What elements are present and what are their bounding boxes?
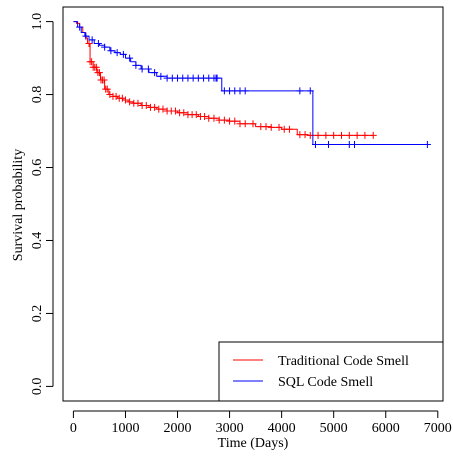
censor-mark-sql-code-smell xyxy=(351,141,359,149)
censor-mark-traditional-code-smell xyxy=(159,105,167,113)
censor-mark-traditional-code-smell xyxy=(118,94,126,102)
legend-box xyxy=(218,341,444,402)
censor-mark-sql-code-smell xyxy=(311,141,319,149)
censor-mark-traditional-code-smell xyxy=(142,102,150,109)
censor-mark-traditional-code-smell xyxy=(210,114,218,122)
censor-mark-sql-code-smell xyxy=(151,69,159,77)
censor-mark-traditional-code-smell xyxy=(134,99,142,107)
x-tick-label: 3000 xyxy=(216,421,244,436)
y-tick-label: 0.0 xyxy=(30,378,45,396)
censor-mark-sql-code-smell xyxy=(241,87,249,95)
censor-mark-sql-code-smell xyxy=(213,74,221,82)
y-tick-label: 0.6 xyxy=(30,159,45,177)
y-tick-label: 0.4 xyxy=(30,232,45,250)
censor-mark-traditional-code-smell xyxy=(95,69,103,77)
y-axis-label: Survival probability xyxy=(11,149,26,261)
censor-mark-sql-code-smell xyxy=(101,43,109,51)
censor-mark-traditional-code-smell xyxy=(151,103,159,111)
censor-mark-traditional-code-smell xyxy=(314,131,322,139)
censor-mark-traditional-code-smell xyxy=(241,120,249,128)
censor-mark-traditional-code-smell xyxy=(201,112,209,120)
censor-mark-traditional-code-smell xyxy=(220,116,228,124)
censor-mark-sql-code-smell xyxy=(107,47,115,55)
censor-mark-traditional-code-smell xyxy=(92,63,100,71)
censor-mark-traditional-code-smell xyxy=(85,39,93,47)
censor-mark-sql-code-smell xyxy=(306,87,314,95)
legend: Traditional Code Smell SQL Code Smell xyxy=(218,341,444,402)
x-axis-label: Time (Days) xyxy=(218,436,289,451)
censor-mark-traditional-code-smell xyxy=(192,111,200,119)
x-tick-label: 1000 xyxy=(111,421,139,436)
censor-mark-traditional-code-smell xyxy=(231,117,239,125)
censor-mark-sql-code-smell xyxy=(144,65,152,73)
x-tick-label: 4000 xyxy=(268,421,296,436)
series-layer xyxy=(73,21,431,149)
censor-mark-sql-code-smell xyxy=(94,39,102,47)
censor-mark-traditional-code-smell xyxy=(103,85,111,93)
legend-label-sql: SQL Code Smell xyxy=(278,375,373,390)
censor-mark-traditional-code-smell xyxy=(285,125,293,133)
y-tick-label: 1.0 xyxy=(30,13,45,31)
censor-mark-traditional-code-smell xyxy=(322,131,330,139)
censor-mark-traditional-code-smell xyxy=(88,58,96,66)
censor-mark-sql-code-smell xyxy=(324,141,332,149)
censor-mark-sql-code-smell xyxy=(157,72,165,80)
censor-mark-sql-code-smell xyxy=(82,32,90,40)
censor-mark-traditional-code-smell xyxy=(106,91,114,99)
censor-mark-sql-code-smell xyxy=(88,36,96,44)
y-axis: 0.0 0.2 0.4 0.6 0.8 1.0 xyxy=(30,13,54,396)
censor-mark-sql-code-smell xyxy=(119,50,127,58)
censor-mark-sql-code-smell xyxy=(296,87,304,95)
censor-mark-traditional-code-smell xyxy=(345,131,353,139)
series-line-traditional-code-smell xyxy=(73,21,374,136)
x-tick-label: 5000 xyxy=(320,421,348,436)
censor-mark-traditional-code-smell xyxy=(361,131,369,139)
x-axis: 0 1000 2000 3000 4000 5000 6000 7000 xyxy=(70,410,452,436)
censor-mark-traditional-code-smell xyxy=(301,131,309,139)
y-tick-label: 0.2 xyxy=(30,305,45,323)
censor-mark-sql-code-smell xyxy=(126,54,134,62)
censor-mark-sql-code-smell xyxy=(423,141,431,149)
x-tick-label: 7000 xyxy=(424,421,452,436)
x-tick-label: 0 xyxy=(70,421,77,436)
censor-mark-traditional-code-smell xyxy=(275,123,283,131)
censor-mark-sql-code-smell xyxy=(76,23,84,31)
censor-mark-traditional-code-smell xyxy=(121,96,129,104)
censor-mark-traditional-code-smell xyxy=(369,131,377,139)
censor-mark-traditional-code-smell xyxy=(100,76,108,84)
censor-mark-sql-code-smell xyxy=(113,49,121,57)
censor-mark-traditional-code-smell xyxy=(180,109,188,117)
censor-mark-traditional-code-smell xyxy=(112,92,120,100)
censor-mark-traditional-code-smell xyxy=(353,131,361,139)
x-tick-label: 6000 xyxy=(372,421,400,436)
series-line-sql-code-smell xyxy=(73,21,428,146)
censor-mark-sql-code-smell xyxy=(138,65,146,73)
censor-mark-sql-code-smell xyxy=(132,61,140,69)
censor-mark-traditional-code-smell xyxy=(126,98,134,106)
censor-mark-traditional-code-smell xyxy=(330,131,338,139)
censor-mark-traditional-code-smell xyxy=(337,131,345,139)
censor-mark-traditional-code-smell xyxy=(171,107,179,115)
y-tick-label: 0.8 xyxy=(30,86,45,104)
censor-mark-traditional-code-smell xyxy=(249,120,257,128)
censor-mark-traditional-code-smell xyxy=(267,123,275,131)
censor-mark-traditional-code-smell xyxy=(262,123,270,131)
x-tick-label: 2000 xyxy=(164,421,192,436)
legend-label-traditional: Traditional Code Smell xyxy=(278,354,409,369)
